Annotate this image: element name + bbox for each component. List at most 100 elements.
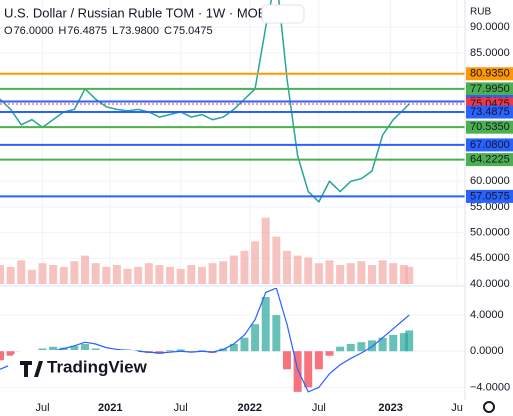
volume-bar	[229, 255, 238, 284]
macd-line	[0, 288, 410, 393]
settings-icon[interactable]	[483, 401, 495, 413]
volume-bar	[325, 260, 334, 284]
volume-bar	[336, 265, 345, 284]
volume-bar	[219, 261, 228, 284]
macd-bar	[282, 351, 291, 370]
ohlc-key: O	[4, 25, 13, 37]
macd-bar	[70, 345, 79, 352]
gear[interactable]	[483, 401, 495, 413]
volume-bar	[378, 260, 387, 284]
volume-bar	[17, 260, 26, 284]
x-tick-label: 2023	[378, 402, 402, 414]
logo: TradingView	[8, 350, 148, 384]
volume-bar	[166, 266, 175, 284]
volume-bar	[357, 261, 366, 284]
volume-bar	[176, 268, 185, 284]
ohlc-value: 76.0000	[14, 25, 54, 37]
logo-bg	[8, 350, 148, 384]
volume-bar	[123, 268, 132, 284]
volume-bar	[261, 217, 270, 284]
level-badge	[466, 82, 513, 96]
volume-bar	[251, 241, 260, 284]
level-label: 64.2225	[470, 154, 510, 166]
x-tick-label: Jul	[174, 402, 188, 414]
level-label: 70.5350	[470, 121, 510, 133]
macd-bar	[166, 350, 175, 352]
volume-bar	[282, 250, 291, 284]
volume-bar	[112, 265, 121, 284]
level-label: 77.9950	[470, 83, 510, 95]
macd-bar	[357, 342, 366, 352]
macd-bar	[6, 351, 15, 356]
macd-bar	[293, 351, 302, 392]
macd-bar	[399, 333, 408, 352]
ohlc-key: C	[164, 25, 172, 37]
volume-bar	[70, 261, 79, 284]
macd-bar	[251, 324, 260, 352]
macd-bar	[81, 344, 90, 352]
volume-bar	[134, 266, 143, 284]
volume-bar	[91, 263, 100, 284]
macd-tick-label: 0.0000	[470, 345, 504, 357]
volume-bar	[0, 265, 4, 284]
indicator-button[interactable]	[261, 4, 305, 24]
level-badge	[466, 67, 513, 81]
macd-bar	[59, 347, 68, 352]
volume-bar	[293, 255, 302, 284]
volume-bar	[304, 257, 313, 284]
volume-bar	[49, 265, 58, 284]
macd-bar	[0, 351, 4, 361]
ohlc-value: 76.4875	[67, 25, 107, 37]
volume-bar	[102, 266, 111, 284]
level-label: 57.0575	[470, 190, 510, 202]
macd-bar	[49, 346, 58, 352]
x-tick-label: Jul	[35, 402, 49, 414]
level-badge	[466, 120, 513, 134]
macd-bar	[336, 346, 345, 352]
level-label: 80.9350	[470, 68, 510, 80]
macd-bar	[346, 344, 355, 352]
ohlc-value: 73.9800	[119, 25, 159, 37]
volume-bar	[81, 255, 90, 284]
x-tick-label: Ju	[451, 402, 463, 414]
macd-bar	[38, 348, 47, 352]
macd-bar	[240, 337, 249, 352]
macd-tick-label: −4.0000	[470, 381, 510, 393]
macd-bar	[368, 340, 376, 352]
volume-bar	[240, 250, 249, 284]
x-tick-label: Jul	[312, 402, 326, 414]
y-tick-label: 90.0000	[470, 21, 510, 33]
symbol-title: U.S. Dollar / Russian Ruble TOM · 1W · M…	[4, 5, 275, 20]
level-badge	[466, 105, 513, 119]
level-label: 73.4875	[470, 106, 510, 118]
x-tick-label: 2022	[238, 402, 262, 414]
volume-bar	[144, 263, 153, 284]
axes: 90.0000 85.0000 60.0000 55.0000 50.0000 45.00…	[35, 21, 513, 414]
macd-bar	[314, 351, 323, 370]
y-tick-label: 60.0000	[470, 175, 510, 187]
ohlc: O 76.0000 H 76.4875 L 73.9800 C 75.0475	[4, 25, 213, 37]
price-pane	[0, 0, 465, 284]
level-badge	[466, 153, 513, 167]
volume-bar	[197, 266, 206, 284]
volume-bar	[346, 263, 355, 284]
volume-bar	[6, 266, 15, 284]
ohlc-key: L	[112, 25, 118, 37]
macd-bar	[389, 334, 398, 352]
volume-bar	[38, 263, 47, 284]
volume-bar	[314, 263, 323, 284]
currency: RUB	[470, 7, 491, 18]
volume-bar	[59, 266, 68, 284]
y-tick-label: 55.0000	[470, 201, 510, 213]
volume-bar	[405, 266, 414, 284]
x-tick-label: 2021	[98, 402, 122, 414]
ohlc-key: H	[58, 25, 66, 37]
macd-bar	[91, 348, 100, 352]
price-line	[0, 0, 410, 204]
level-badge	[466, 189, 513, 203]
volume-bar	[27, 269, 36, 284]
macd-tick-label: 4.0000	[470, 309, 504, 321]
y-tick-label: 40.0000	[470, 278, 510, 290]
volume-bar	[187, 265, 196, 284]
volume-bar	[368, 265, 376, 284]
